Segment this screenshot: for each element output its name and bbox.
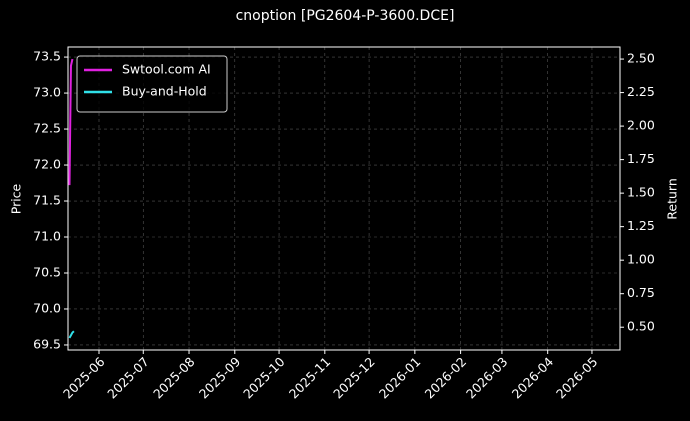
y2-tick-label: 1.25 bbox=[627, 218, 655, 233]
y2-axis-label: Return bbox=[665, 178, 680, 219]
x-tick-label: 2026-03 bbox=[463, 354, 511, 402]
x-tick-label: 2026-01 bbox=[376, 354, 424, 402]
y-tick-label: 72.0 bbox=[33, 157, 61, 172]
y-tick-label: 71.5 bbox=[33, 193, 61, 208]
y-tick-label: 72.5 bbox=[33, 121, 61, 136]
x-tick-label: 2026-02 bbox=[422, 354, 470, 402]
plot-frame bbox=[67, 46, 621, 351]
series-line bbox=[68, 58, 74, 186]
x-tick-label: 2025-08 bbox=[150, 354, 198, 402]
legend-label: Swtool.com AI bbox=[122, 62, 211, 77]
x-tick-label: 2025-06 bbox=[60, 354, 108, 402]
y2-tick-label: 1.75 bbox=[627, 151, 655, 166]
x-tick-label: 2026-04 bbox=[509, 354, 557, 402]
x-tick-label: 2025-11 bbox=[286, 354, 334, 402]
x-tick-label: 2026-05 bbox=[553, 354, 601, 402]
y2-tick-label: 1.50 bbox=[627, 185, 655, 200]
x-tick-label: 2025-09 bbox=[196, 354, 244, 402]
y-tick-label: 70.5 bbox=[33, 264, 61, 279]
y-tick-label: 73.5 bbox=[33, 49, 61, 64]
y2-tick-label: 2.25 bbox=[627, 84, 655, 99]
y2-tick-label: 2.50 bbox=[627, 51, 655, 66]
chart-title: cnoption [PG2604-P-3600.DCE] bbox=[236, 8, 455, 24]
legend-label: Buy-and-Hold bbox=[122, 84, 207, 99]
y-tick-label: 69.5 bbox=[33, 336, 61, 351]
y-tick-label: 70.0 bbox=[33, 300, 61, 315]
x-tick-label: 2025-12 bbox=[330, 354, 378, 402]
y-axis-label: Price bbox=[9, 183, 24, 214]
y2-tick-label: 2.00 bbox=[627, 118, 655, 133]
y2-tick-label: 1.00 bbox=[627, 252, 655, 267]
series-line bbox=[68, 330, 75, 339]
x-tick-label: 2025-10 bbox=[240, 354, 288, 402]
y2-tick-label: 0.50 bbox=[627, 319, 655, 334]
y2-tick-label: 0.75 bbox=[627, 285, 655, 300]
legend: Swtool.com AI Buy-and-Hold bbox=[76, 55, 228, 113]
legend-box bbox=[76, 55, 228, 113]
x-tick-label: 2025-07 bbox=[104, 354, 152, 402]
y-tick-label: 73.0 bbox=[33, 85, 61, 100]
y-tick-label: 71.0 bbox=[33, 229, 61, 244]
